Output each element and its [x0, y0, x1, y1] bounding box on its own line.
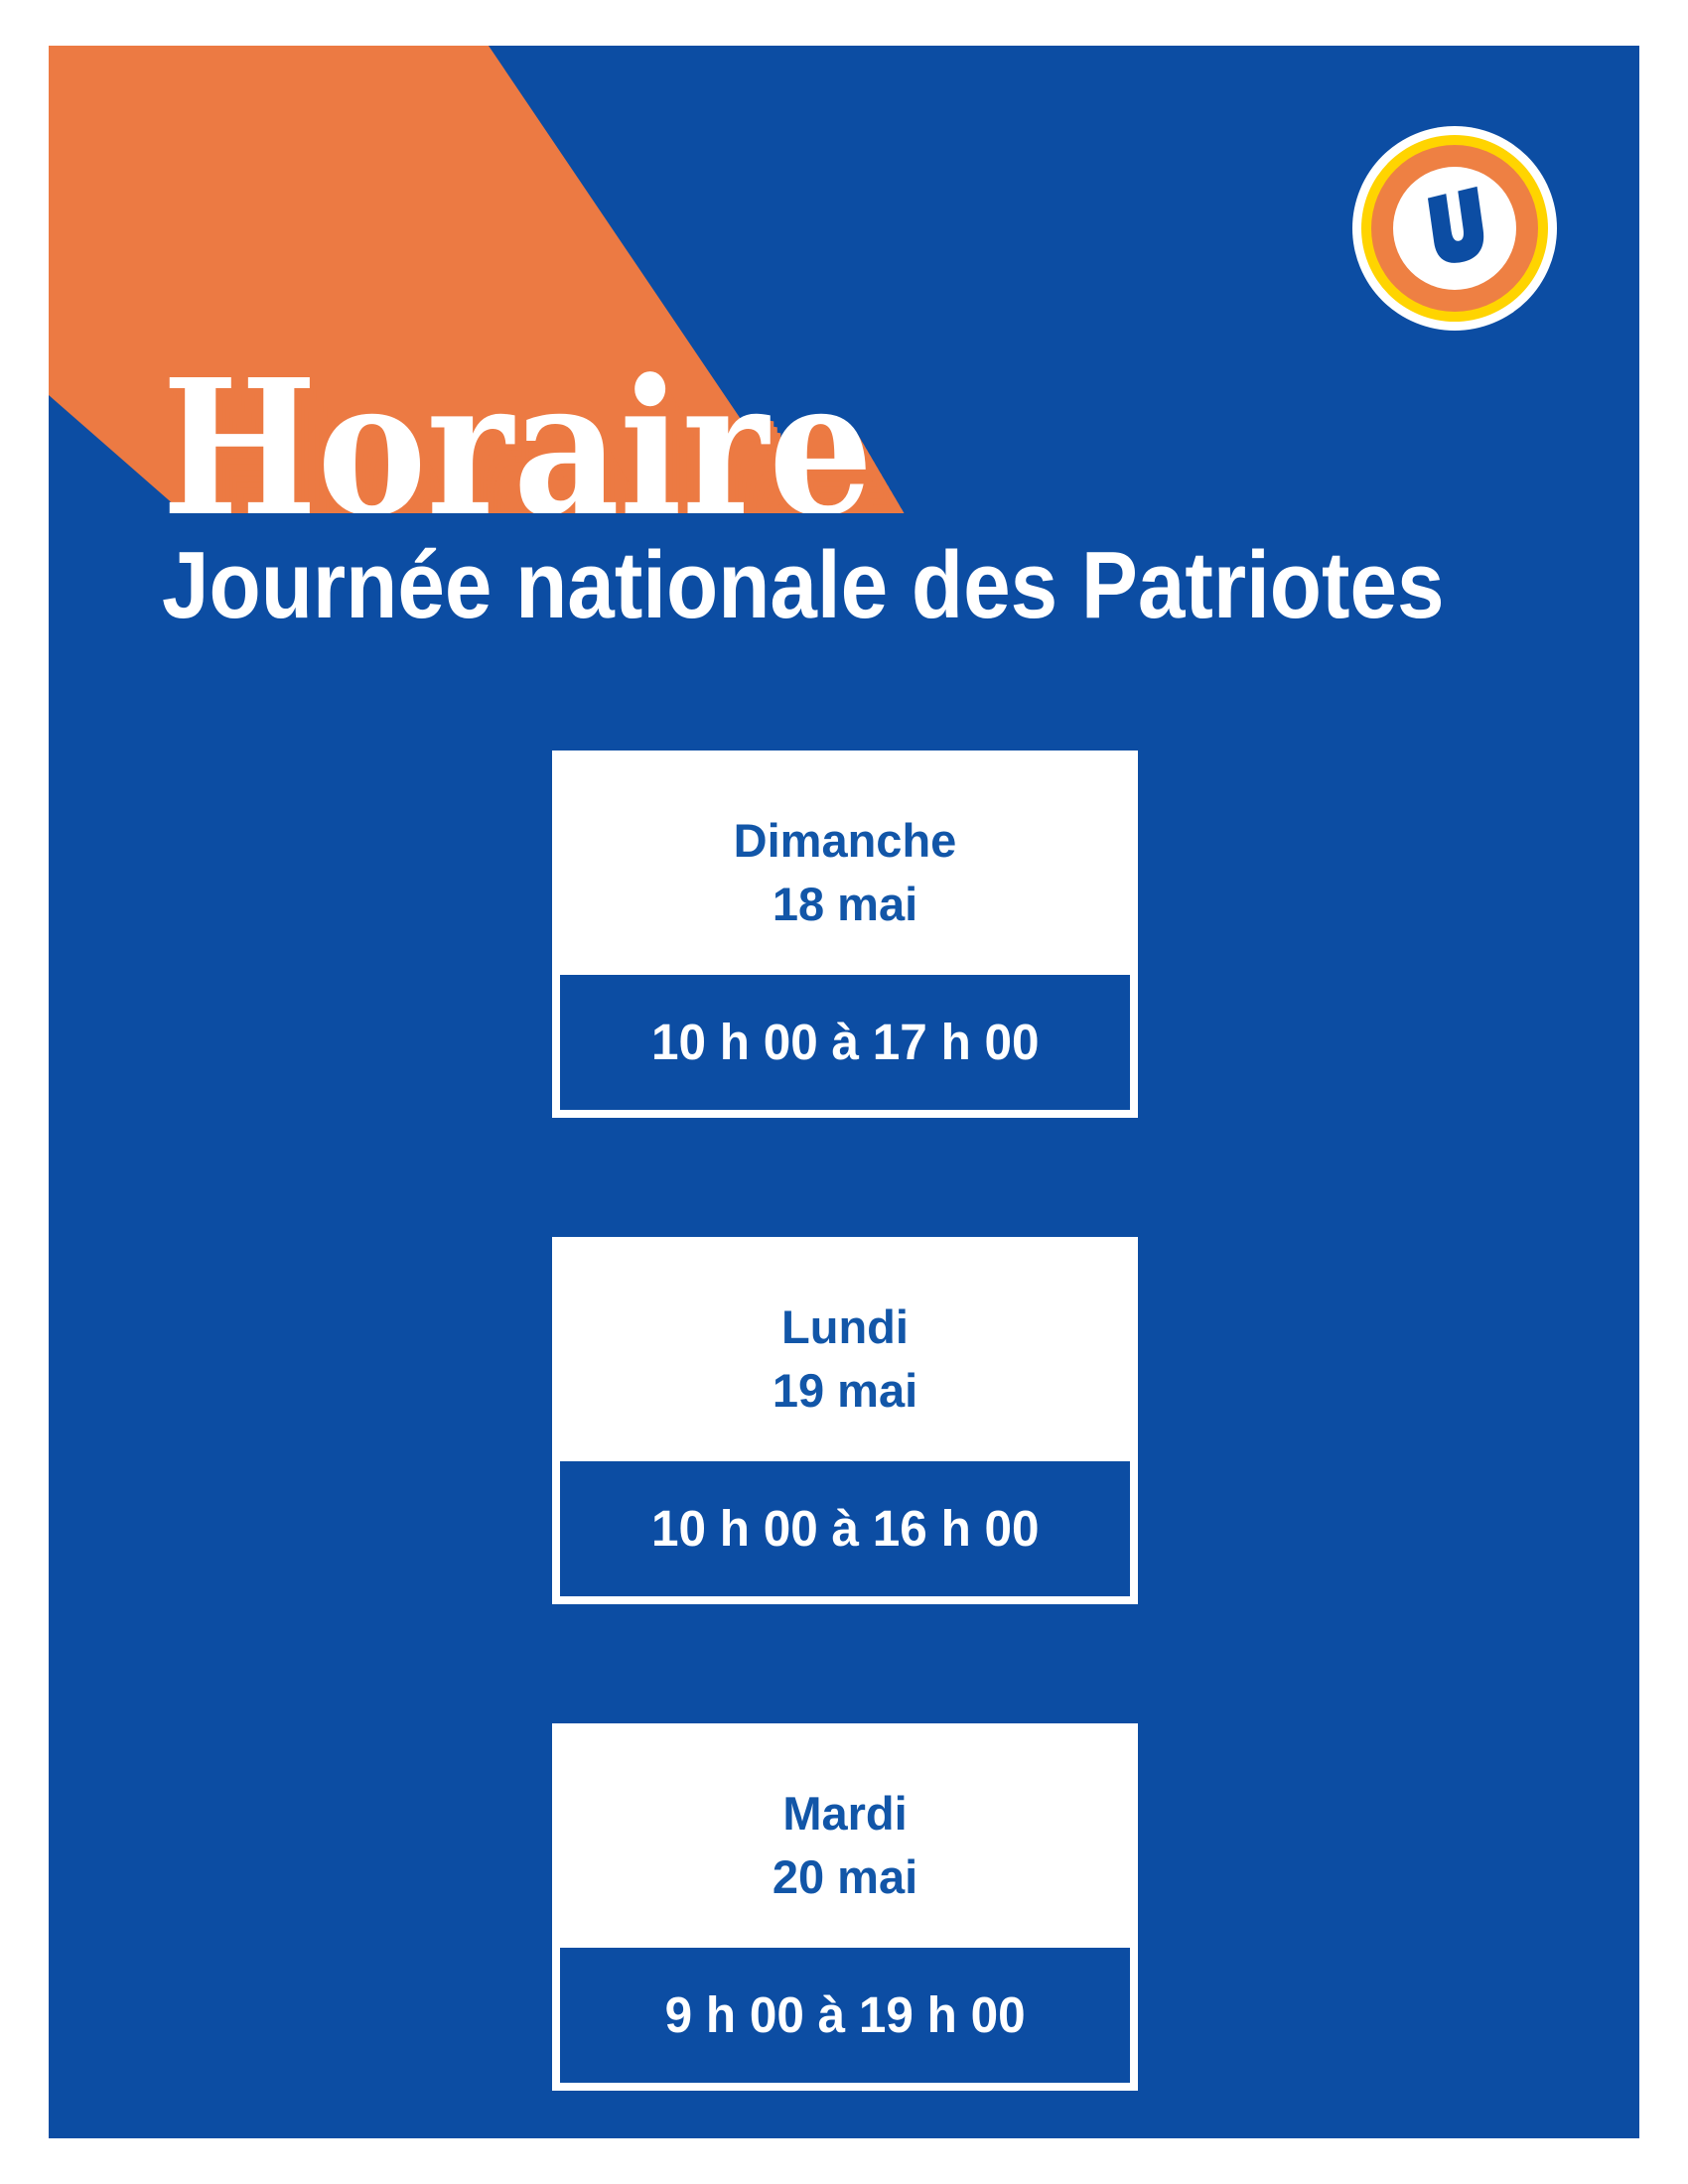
card-day-zone: Lundi 19 mai: [552, 1237, 1138, 1471]
schedule-card-mardi: Mardi 20 mai 9 h 00 à 19 h 00: [552, 1723, 1138, 2091]
hours-value: 9 h 00 à 19 h 00: [664, 1986, 1026, 2043]
card-hours-band: 9 h 00 à 19 h 00: [560, 1948, 1130, 2083]
page-subtitle: Journée nationale des Patriotes: [162, 538, 1603, 633]
logo-orange-ring: [1371, 145, 1538, 312]
card-day-zone: Mardi 20 mai: [552, 1723, 1138, 1958]
schedule-card-dimanche: Dimanche 18 mai 10 h 00 à 17 h 00: [552, 751, 1138, 1118]
day-name: Dimanche: [733, 814, 957, 867]
card-hours-band: 10 h 00 à 17 h 00: [560, 975, 1130, 1110]
hours-value: 10 h 00 à 17 h 00: [650, 1014, 1040, 1070]
page-subtitle-text: Journée nationale des Patriotes: [162, 532, 1445, 638]
logo-u-icon: [1427, 186, 1484, 263]
logo-yellow-ring: [1361, 135, 1548, 322]
card-day-zone: Dimanche 18 mai: [552, 751, 1138, 985]
logo-inner-disc: [1393, 167, 1516, 290]
day-date: 20 mai: [772, 1850, 918, 1903]
poster-background: Horaire Journée nationale des Patriotes …: [49, 46, 1639, 2138]
day-date: 19 mai: [772, 1364, 918, 1417]
day-date: 18 mai: [772, 878, 918, 930]
title-wrap: Horaire: [162, 328, 1155, 514]
card-hours-band: 10 h 00 à 16 h 00: [560, 1461, 1130, 1596]
schedule-card-lundi: Lundi 19 mai 10 h 00 à 16 h 00: [552, 1237, 1138, 1604]
page-title: Horaire: [162, 339, 874, 514]
brand-logo: [1352, 126, 1557, 331]
day-name: Mardi: [782, 1787, 908, 1840]
hours-value: 10 h 00 à 16 h 00: [650, 1500, 1040, 1557]
day-name: Lundi: [781, 1300, 909, 1353]
